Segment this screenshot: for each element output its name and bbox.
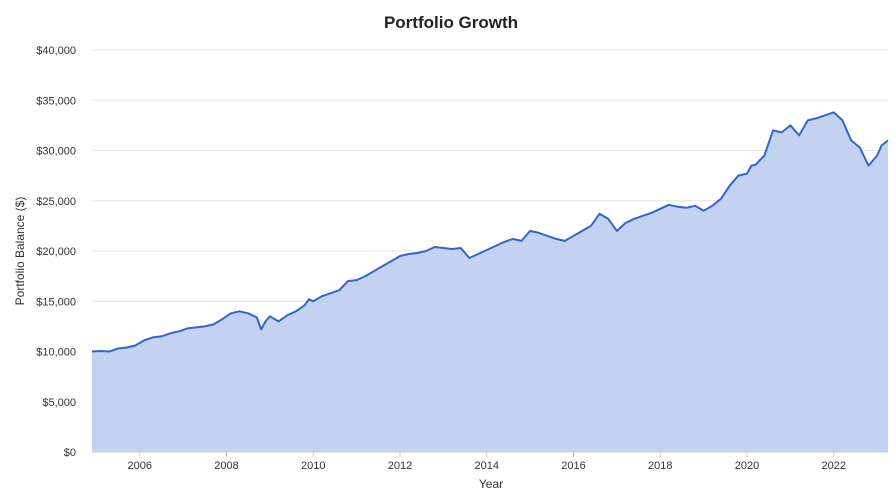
y-tick-label: $15,000: [36, 296, 76, 308]
x-tick-label: 2014: [475, 460, 499, 472]
y-tick-label: $30,000: [36, 146, 76, 158]
x-tick-label: 2022: [822, 460, 846, 472]
y-tick-label: $0: [64, 447, 76, 459]
x-tick-label: 2020: [735, 460, 759, 472]
x-tick-label: 2008: [214, 460, 238, 472]
x-tick-label: 2010: [301, 460, 325, 472]
y-tick-label: $10,000: [36, 347, 76, 359]
series-area-fill: [92, 112, 888, 453]
x-tick-label: 2012: [388, 460, 412, 472]
y-tick-label: $5,000: [42, 397, 76, 409]
series-area-layer: [91, 111, 889, 453]
x-tick-label: 2016: [561, 460, 585, 472]
x-axis-label: Year: [479, 477, 503, 491]
series-line: [91, 111, 889, 353]
y-axis-label: Portfolio Balance ($): [13, 197, 27, 306]
y-tick-label: $20,000: [36, 246, 76, 258]
y-tick-label: $40,000: [36, 45, 76, 57]
x-tick-label: 2018: [648, 460, 672, 472]
y-tick-label: $35,000: [36, 95, 76, 107]
axes: $0 $5,000 $10,000 $15,000 $20,000 $25,000 $30,…: [36, 45, 888, 472]
x-tick-label: 2006: [127, 460, 151, 472]
chart-title: Portfolio Growth: [384, 13, 518, 32]
y-tick-label: $25,000: [36, 196, 76, 208]
